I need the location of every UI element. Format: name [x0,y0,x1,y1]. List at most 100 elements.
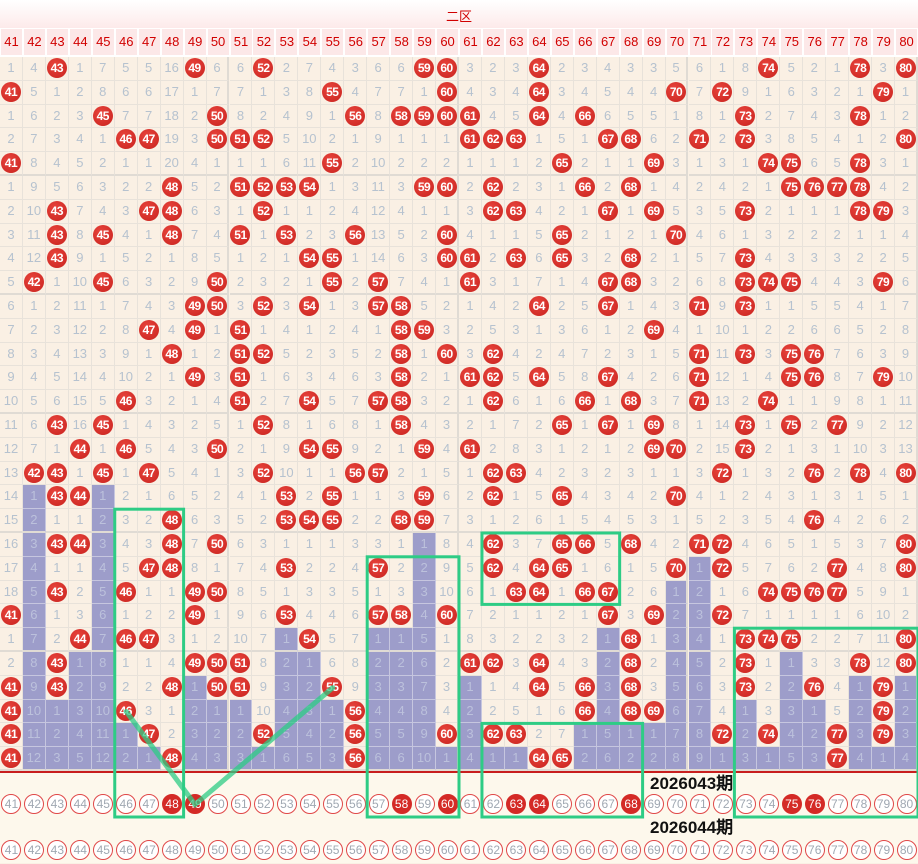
selected-number-circle[interactable]: 58 [391,794,412,814]
number-circle[interactable]: 44 [70,794,91,814]
selected-number-circle[interactable]: 68 [621,794,642,814]
number-circle[interactable]: 71 [689,840,710,860]
number-circle[interactable]: 64 [529,840,550,860]
selection-cell[interactable]: 57 [367,794,390,814]
selection-cell[interactable]: 76 [803,794,826,814]
number-circle[interactable]: 49 [185,840,206,860]
number-circle[interactable]: 42 [24,794,45,814]
selection-cell[interactable]: 61 [459,794,482,814]
number-circle[interactable]: 73 [735,840,756,860]
selection-cell[interactable]: 61 [459,840,482,860]
selection-cell[interactable]: 42 [23,840,46,860]
number-circle[interactable]: 47 [139,794,160,814]
selection-cell[interactable]: 41 [0,794,23,814]
selection-cell[interactable]: 67 [597,840,620,860]
selection-cell[interactable]: 79 [872,794,895,814]
selection-cell[interactable]: 57 [367,840,390,860]
number-circle[interactable]: 50 [208,794,229,814]
selection-cell[interactable]: 75 [780,840,803,860]
selection-cell[interactable]: 50 [207,794,230,814]
number-circle[interactable]: 55 [322,840,343,860]
selection-cell[interactable]: 68 [620,794,643,814]
selected-number-circle[interactable]: 49 [185,794,206,814]
selection-cell[interactable]: 47 [138,840,161,860]
selected-number-circle[interactable]: 60 [437,794,458,814]
number-circle[interactable]: 54 [299,840,320,860]
selection-cell[interactable]: 66 [574,840,597,860]
selection-cell[interactable]: 55 [321,794,344,814]
number-circle[interactable]: 68 [621,840,642,860]
selection-cell[interactable]: 51 [230,794,253,814]
selection-cell[interactable]: 76 [803,840,826,860]
selected-number-circle[interactable]: 63 [506,794,527,814]
number-circle[interactable]: 77 [827,794,848,814]
selection-cell[interactable]: 70 [666,794,689,814]
number-circle[interactable]: 46 [116,840,137,860]
number-circle[interactable]: 66 [575,794,596,814]
selection-cell[interactable]: 80 [895,840,918,860]
number-circle[interactable]: 57 [368,794,389,814]
number-circle[interactable]: 69 [644,840,665,860]
number-circle[interactable]: 70 [667,840,688,860]
selection-cell[interactable]: 72 [711,840,734,860]
number-circle[interactable]: 41 [1,840,22,860]
selection-cell[interactable]: 45 [92,794,115,814]
selection-cell[interactable]: 65 [551,840,574,860]
selection-cell[interactable]: 48 [161,840,184,860]
number-circle[interactable]: 67 [598,794,619,814]
selection-cell[interactable]: 52 [252,794,275,814]
selection-cell[interactable]: 44 [69,794,92,814]
selection-cell[interactable]: 69 [643,794,666,814]
selection-cell[interactable]: 63 [505,794,528,814]
number-circle[interactable]: 66 [575,840,596,860]
selection-cell[interactable]: 74 [757,794,780,814]
selection-cell[interactable]: 73 [734,794,757,814]
number-circle[interactable]: 62 [483,794,504,814]
number-circle[interactable]: 55 [322,794,343,814]
number-circle[interactable]: 56 [345,840,366,860]
number-circle[interactable]: 65 [552,794,573,814]
selection-cell[interactable]: 58 [390,840,413,860]
selection-cell[interactable]: 44 [69,840,92,860]
number-circle[interactable]: 43 [47,794,68,814]
number-circle[interactable]: 60 [437,840,458,860]
selection-cell[interactable]: 78 [849,794,872,814]
number-circle[interactable]: 50 [208,840,229,860]
number-circle[interactable]: 79 [873,840,894,860]
number-circle[interactable]: 78 [850,794,871,814]
selection-cell[interactable]: 55 [321,840,344,860]
selection-cell[interactable]: 49 [184,794,207,814]
selection-cell[interactable]: 59 [413,794,436,814]
number-circle[interactable]: 42 [24,840,45,860]
selection-cell[interactable]: 50 [207,840,230,860]
selection-cell[interactable]: 69 [643,840,666,860]
selected-number-circle[interactable]: 64 [529,794,550,814]
selection-cell[interactable]: 62 [482,794,505,814]
number-circle[interactable]: 58 [391,840,412,860]
number-circle[interactable]: 59 [414,794,435,814]
number-circle[interactable]: 43 [47,840,68,860]
number-circle[interactable]: 41 [1,794,22,814]
number-circle[interactable]: 65 [552,840,573,860]
selection-cell[interactable]: 80 [895,794,918,814]
selection-cell[interactable]: 63 [505,840,528,860]
number-circle[interactable]: 53 [276,794,297,814]
number-circle[interactable]: 70 [667,794,688,814]
number-circle[interactable]: 59 [414,840,435,860]
selection-cell[interactable]: 51 [230,840,253,860]
number-circle[interactable]: 61 [460,794,481,814]
selection-cell[interactable]: 54 [298,840,321,860]
selected-number-circle[interactable]: 75 [781,794,802,814]
number-circle[interactable]: 61 [460,840,481,860]
selection-cell[interactable]: 71 [689,840,712,860]
number-circle[interactable]: 78 [850,840,871,860]
selection-cell[interactable]: 49 [184,840,207,860]
number-circle[interactable]: 54 [299,794,320,814]
selection-cell[interactable]: 62 [482,840,505,860]
number-circle[interactable]: 71 [689,794,710,814]
selection-cell[interactable]: 75 [780,794,803,814]
selection-cell[interactable]: 60 [436,794,459,814]
selection-cell[interactable]: 66 [574,794,597,814]
number-circle[interactable]: 62 [483,840,504,860]
selection-cell[interactable]: 70 [666,840,689,860]
